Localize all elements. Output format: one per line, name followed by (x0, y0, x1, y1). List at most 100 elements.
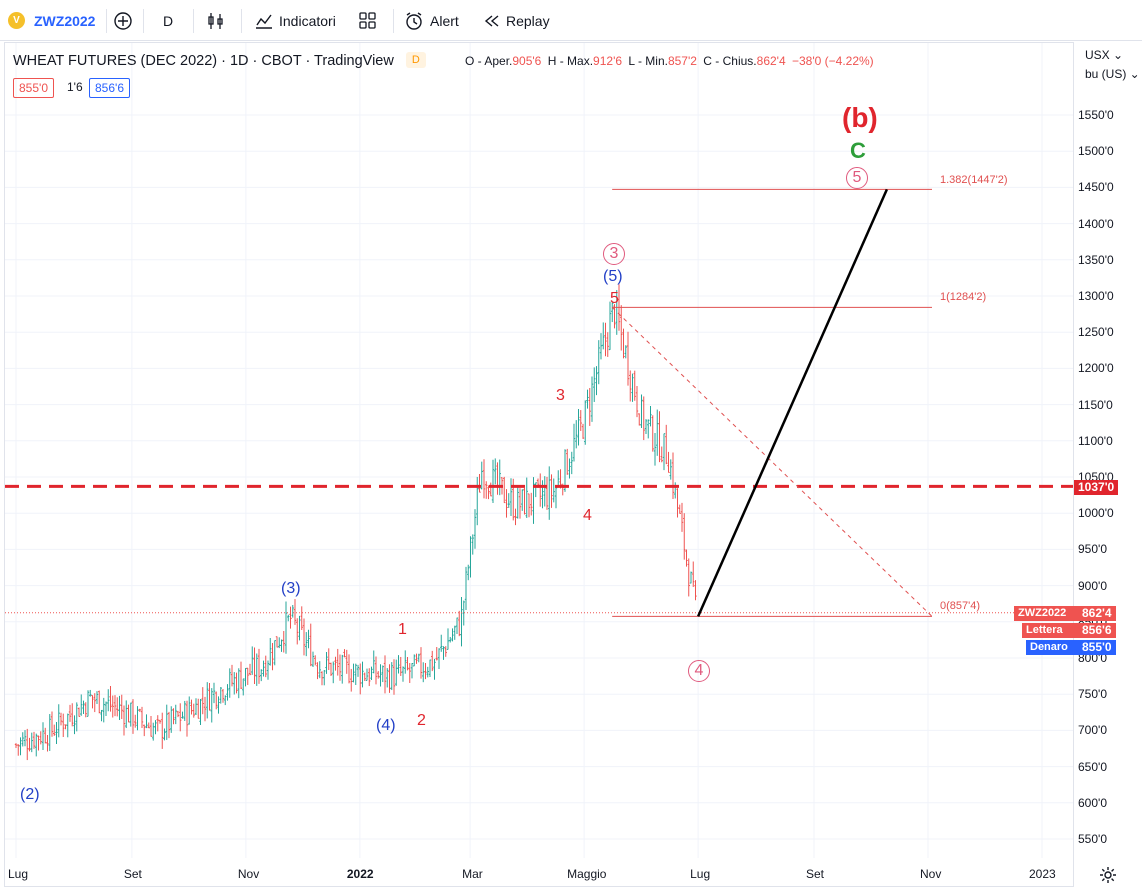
indicators-button[interactable]: Indicatori (254, 8, 336, 34)
wave-label-3: 3 (556, 387, 565, 404)
projection-line (696, 188, 889, 617)
chart-style-button[interactable] (206, 8, 226, 34)
market-status-label: D (411, 54, 420, 66)
change-value: −38'0 (−4.22%) (791, 54, 874, 68)
gear-icon (1100, 867, 1116, 883)
toolbar-divider (143, 9, 144, 33)
alert-label: Alert (430, 13, 459, 29)
price-tick-label: 650'0 (1078, 759, 1107, 774)
price-tick-label: 1550'0 (1078, 108, 1114, 122)
alarm-clock-icon (406, 12, 422, 30)
replay-icon (484, 15, 499, 27)
sell-price-button[interactable]: 855'0 (13, 78, 54, 98)
unit-label: bu (US) (1085, 67, 1127, 81)
ohlc-legend: O - Aper.905'6 H - Max.912'6 L - Min.857… (465, 54, 874, 68)
bid-price-tag: 855'0 (1078, 640, 1116, 655)
symbol-search-button[interactable]: ZWZ2022 (34, 13, 96, 29)
price-bars (14, 284, 697, 761)
price-tick-label: 1500'0 (1078, 144, 1114, 159)
wave-label-circle-5: 5 (846, 167, 868, 189)
chart-pane[interactable] (4, 42, 1074, 887)
ask-label-tag: Lettera (1022, 623, 1078, 638)
symbol-description: WHEAT FUTURES (DEC 2022) · 1D · CBOT · T… (13, 53, 394, 69)
chart-settings-button[interactable] (1099, 866, 1117, 889)
time-tick-label: Set (806, 867, 825, 881)
price-tick-label: 900'0 (1078, 578, 1107, 593)
wave-label-paren-5: (5) (603, 268, 623, 285)
low-label: L - Min. (628, 54, 668, 68)
time-tick-label: 2023 (1029, 867, 1056, 881)
wave-label-2: 2 (417, 712, 426, 729)
close-value: 862'4 (756, 54, 786, 68)
price-tick-label: 1150'0 (1078, 397, 1113, 412)
price-tick-label: 950'0 (1078, 542, 1107, 557)
symbol-logo-icon[interactable]: V (8, 12, 25, 29)
wave-label-paren-4: (4) (376, 717, 396, 734)
ask-price-tag: 856'6 (1078, 623, 1116, 638)
fib-1382-label: 1.382(1447'2) (940, 174, 1008, 186)
time-tick-label: Nov (920, 867, 942, 881)
last-price-tag: 862'4 (1078, 606, 1116, 621)
price-tick-label: 1400'0 (1078, 216, 1114, 231)
alert-button[interactable]: Alert (404, 8, 459, 34)
wave-label-1: 1 (398, 621, 407, 638)
open-value: 905'6 (512, 54, 542, 68)
replay-label: Replay (506, 13, 550, 29)
bid-label-tag: Denaro (1026, 640, 1078, 655)
price-tick-label: 550'0 (1078, 832, 1107, 846)
time-tick-label: Lug (8, 867, 29, 881)
price-tick-label: 1200'0 (1078, 361, 1114, 376)
currency-selector[interactable]: USX ⌄ (1085, 48, 1124, 62)
price-tick-label: 1250'0 (1078, 325, 1114, 340)
time-tick-label: Set (123, 867, 142, 881)
toolbar-divider (106, 9, 107, 33)
toolbar-divider (193, 9, 194, 33)
indicators-label: Indicatori (279, 13, 336, 29)
time-tick-label: Maggio (567, 867, 607, 881)
wave-label-circle-4: 4 (688, 660, 710, 682)
chart-grid (5, 43, 1073, 858)
time-tick-label: Nov (237, 867, 260, 881)
price-tick-label: 600'0 (1078, 795, 1107, 810)
buy-price-button[interactable]: 856'6 (89, 78, 130, 98)
price-tick-label: 1300'0 (1078, 289, 1114, 303)
time-tick-label: Mar (462, 867, 483, 881)
top-toolbar: V ZWZ2022 D Indicatori Alert Replay (0, 0, 1142, 41)
wave-label-paren-2: (2) (20, 786, 40, 803)
close-label: C - Chius. (703, 54, 757, 68)
time-tick-label: 2022 (346, 867, 374, 881)
price-tick-label: 1350'0 (1078, 252, 1114, 267)
wave-label-4: 4 (583, 507, 592, 524)
unit-selector[interactable]: bu (US) ⌄ (1085, 67, 1140, 81)
high-value: 912'6 (593, 54, 623, 68)
spread-value: 1'6 (67, 80, 83, 94)
indicators-icon (256, 14, 272, 29)
wave-label-paren-3: (3) (281, 580, 301, 597)
candles-icon (208, 13, 223, 29)
interval-button[interactable]: D (163, 13, 174, 29)
layouts-button[interactable] (358, 8, 378, 34)
fib-0-label: 0(857'4) (940, 600, 981, 612)
price-tick-label: 1450'0 (1078, 180, 1114, 195)
chart-levels (5, 188, 1073, 617)
grid-icon (359, 12, 376, 29)
add-symbol-button[interactable] (112, 8, 134, 34)
price-tick-label: 1100'0 (1078, 433, 1113, 448)
toolbar-divider (241, 9, 242, 33)
replay-button[interactable]: Replay (483, 8, 550, 34)
time-tick-label: Lug (690, 867, 711, 881)
plus-circle-icon (114, 12, 132, 30)
symbol-price-tag: ZWZ2022 (1014, 606, 1078, 621)
chart-legend-title: WHEAT FUTURES (DEC 2022) · 1D · CBOT · T… (13, 52, 426, 69)
low-value: 857'2 (667, 54, 697, 68)
toolbar-divider (393, 9, 394, 33)
fib-1-label: 1(1284'2) (940, 291, 987, 303)
market-status-badge: D (405, 52, 426, 68)
high-label: H - Max. (547, 54, 594, 68)
open-label: O - Aper. (465, 54, 513, 68)
price-tick-label: 1000'0 (1078, 506, 1114, 521)
resistance-price-tag: 1037'0 (1074, 480, 1119, 495)
wave-label-5: 5 (610, 290, 619, 307)
currency-label: USX (1085, 48, 1110, 62)
